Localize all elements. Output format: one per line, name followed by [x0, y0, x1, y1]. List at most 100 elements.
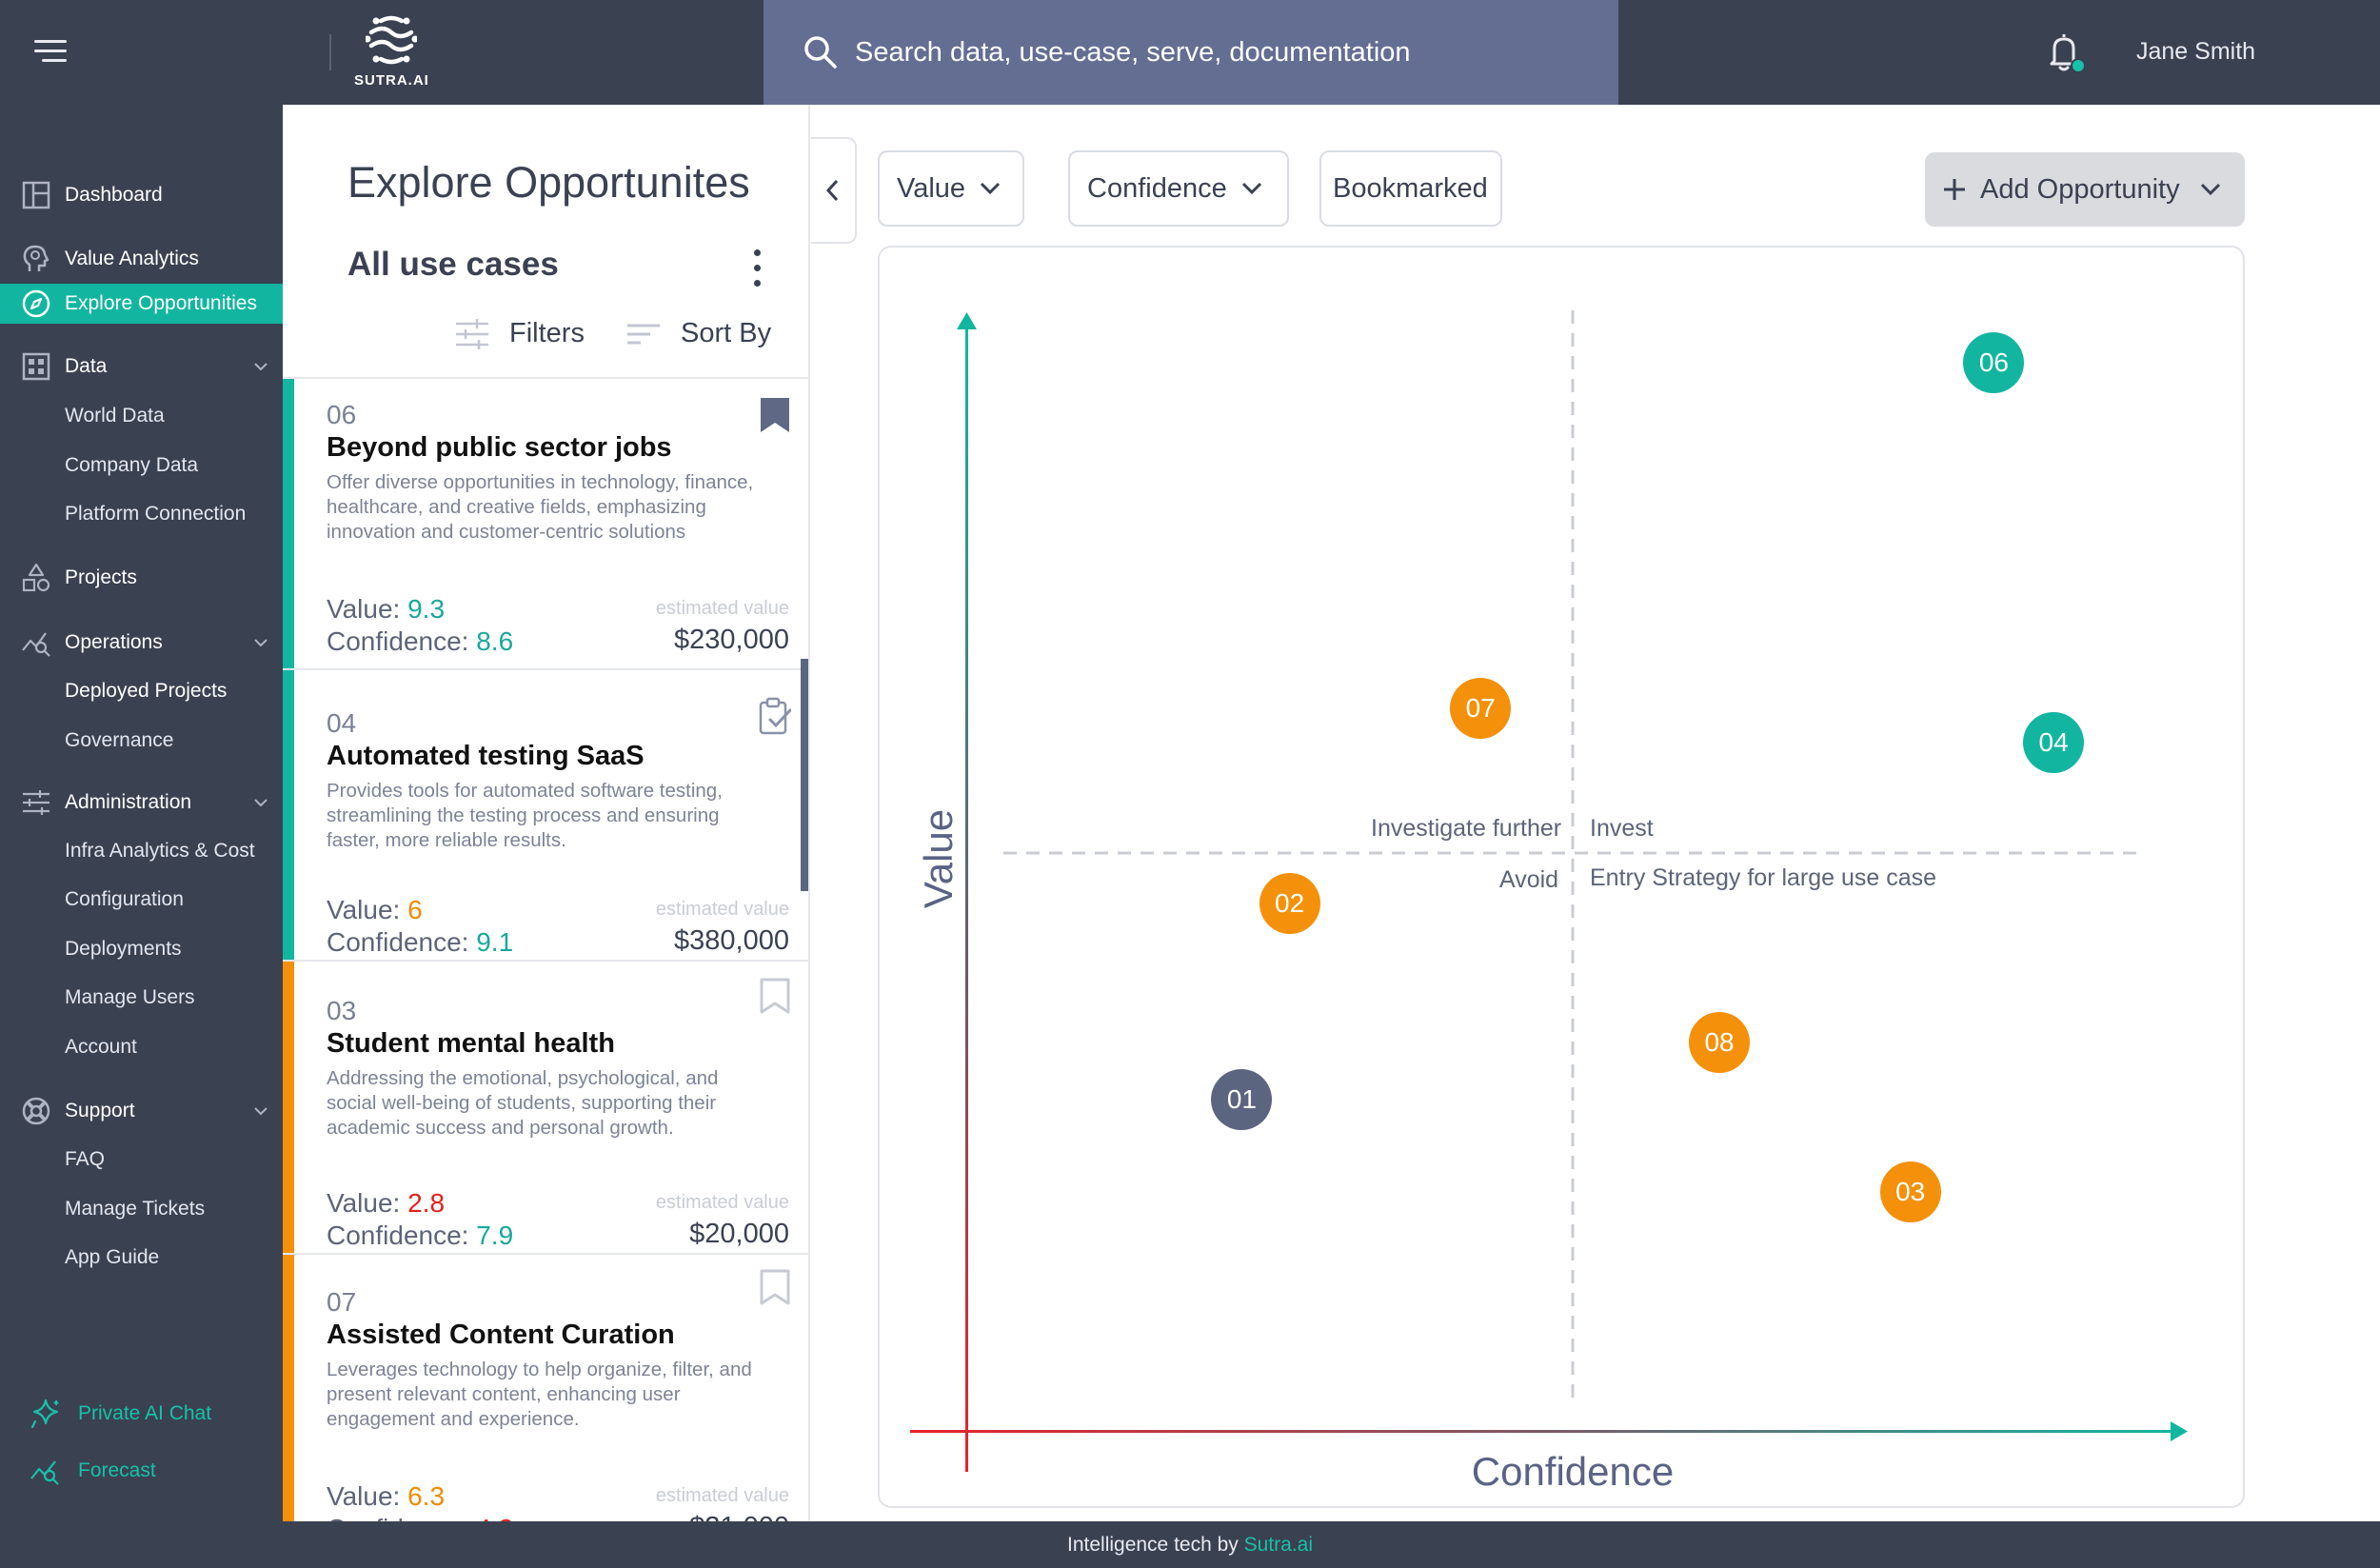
- collapse-panel-button[interactable]: [811, 137, 857, 244]
- estimated-value-label: estimated value: [655, 1485, 789, 1506]
- opportunity-card[interactable]: 04 Automated testing SaaS Provides tools…: [283, 670, 808, 962]
- value-dropdown[interactable]: Value: [878, 150, 1024, 227]
- private-ai-chat-label: Private AI Chat: [78, 1402, 212, 1424]
- sutra-logo[interactable]: SUTRA.AI: [354, 15, 428, 91]
- compass-icon: [22, 289, 50, 318]
- sidebar-subitem-deployments[interactable]: Deployments: [65, 938, 182, 960]
- forecast-link[interactable]: Forecast: [0, 1451, 283, 1491]
- sidebar-item-operations[interactable]: Operations: [0, 623, 283, 663]
- page-title: Explore Opportunites: [347, 158, 750, 207]
- card-number: 04: [327, 708, 357, 738]
- matrix-point-01[interactable]: 01: [1211, 1069, 1273, 1131]
- brand-name: SUTRA.AI: [354, 72, 429, 89]
- matrix-point-07[interactable]: 07: [1450, 677, 1512, 739]
- chevron-down-icon: [254, 1107, 268, 1116]
- y-axis-title: Value: [916, 808, 961, 909]
- add-opportunity-label: Add Opportunity: [1980, 173, 2180, 205]
- card-value: Value: 2.8: [327, 1188, 446, 1218]
- card-confidence: Confidence: 8.6: [327, 626, 514, 656]
- sidebar-subitem-app-guide[interactable]: App Guide: [65, 1246, 160, 1268]
- sidebar-item-label: Value Analytics: [65, 248, 199, 269]
- confidence-dropdown[interactable]: Confidence: [1068, 150, 1289, 227]
- x-axis-title: Confidence: [1471, 1449, 1675, 1494]
- matrix-point-03[interactable]: 03: [1879, 1161, 1941, 1222]
- chevron-down-icon: [254, 363, 268, 371]
- sidebar-subitem-governance[interactable]: Governance: [65, 729, 174, 751]
- add-opportunity-button[interactable]: Add Opportunity: [1925, 152, 2245, 227]
- sidebar-item-label: Data: [65, 355, 108, 377]
- bookmarked-label: Bookmarked: [1333, 172, 1488, 204]
- sidebar-subitem-platform-connection[interactable]: Platform Connection: [65, 503, 247, 525]
- sidebar-subitem-company-data[interactable]: Company Data: [65, 454, 199, 476]
- opportunity-card[interactable]: 03 Student mental health Addressing the …: [283, 962, 808, 1255]
- list-divider: [283, 377, 808, 379]
- chevron-down-icon: [2200, 183, 2220, 196]
- search-bar[interactable]: Search data, use-case, serve, documentat…: [764, 0, 1618, 105]
- bookmarked-filter-button[interactable]: Bookmarked: [1319, 150, 1502, 227]
- sidebar-item-dashboard[interactable]: Dashboard: [0, 175, 283, 215]
- matrix-point-04[interactable]: 04: [2023, 712, 2085, 773]
- search-input[interactable]: Search data, use-case, serve, documentat…: [855, 36, 1411, 68]
- plus-icon: [1944, 179, 1965, 200]
- card-status-stripe: [283, 962, 294, 1253]
- user-name[interactable]: Jane Smith: [2136, 38, 2256, 65]
- estimated-value-label: estimated value: [655, 899, 789, 920]
- chevron-down-icon: [1241, 182, 1261, 195]
- card-description: Offer diverse opportunities in technolog…: [327, 471, 754, 543]
- filter-sliders-icon: [456, 318, 488, 349]
- footer-brand-link[interactable]: Sutra.ai: [1243, 1534, 1313, 1556]
- matrix-point-08[interactable]: 08: [1689, 1011, 1751, 1073]
- estimated-value: $380,000: [674, 925, 789, 956]
- filters-button[interactable]: Filters: [456, 318, 585, 349]
- sort-by-button[interactable]: Sort By: [627, 318, 771, 349]
- card-value: Value: 9.3: [327, 594, 446, 624]
- forecast-icon: [30, 1460, 59, 1485]
- sidebar-subitem-world-data[interactable]: World Data: [65, 405, 165, 427]
- more-options-icon[interactable]: [751, 249, 763, 291]
- notification-bell-icon[interactable]: [2045, 30, 2087, 74]
- sidebar-item-projects[interactable]: Projects: [0, 558, 283, 598]
- sidebar-item-support[interactable]: Support: [0, 1091, 283, 1131]
- quadrant-label-entry-strategy: Entry Strategy for large use case: [1590, 864, 1937, 891]
- bookmark-outline-icon[interactable]: [759, 1268, 791, 1306]
- sidebar-item-administration[interactable]: Administration: [0, 783, 283, 823]
- sidebar-subitem-infra-analytics[interactable]: Infra Analytics & Cost: [65, 840, 255, 862]
- sidebar-subitem-configuration[interactable]: Configuration: [65, 888, 184, 910]
- bookmark-outline-icon[interactable]: [759, 977, 791, 1015]
- hamburger-menu-icon[interactable]: [34, 38, 72, 67]
- sidebar-subitem-manage-users[interactable]: Manage Users: [65, 986, 195, 1008]
- sidebar-item-explore-opportunities[interactable]: Explore Opportunities: [0, 284, 283, 324]
- card-title: Assisted Content Curation: [327, 1320, 675, 1350]
- estimated-value: $230,000: [674, 625, 789, 655]
- footer-text: Intelligence tech by: [1067, 1534, 1244, 1556]
- card-value: Value: 6.3: [327, 1481, 446, 1511]
- sidebar-subitem-faq[interactable]: FAQ: [65, 1148, 106, 1170]
- matrix-point-06[interactable]: 06: [1963, 331, 2025, 393]
- sidebar-subitem-account[interactable]: Account: [65, 1036, 137, 1058]
- value-dropdown-label: Value: [897, 172, 966, 204]
- card-status-stripe: [283, 670, 294, 960]
- matrix-point-02[interactable]: 02: [1259, 873, 1320, 935]
- search-icon: [804, 36, 837, 69]
- opportunity-card[interactable]: 07 Assisted Content Curation Leverages t…: [283, 1255, 808, 1521]
- sparkle-icon: [30, 1399, 59, 1429]
- forecast-label: Forecast: [78, 1459, 156, 1481]
- chevron-down-icon: [980, 182, 1001, 195]
- card-title: Automated testing SaaS: [327, 741, 645, 771]
- clipboard-check-icon[interactable]: [759, 697, 791, 735]
- sidebar-item-label: Explore Opportunities: [65, 292, 257, 314]
- opportunity-card[interactable]: 06 Beyond public sector jobs Offer diver…: [283, 379, 808, 670]
- opportunity-list-panel: Explore Opportunites All use cases Filte…: [283, 105, 810, 1521]
- card-status-stripe: [283, 1255, 294, 1521]
- bookmark-filled-icon[interactable]: [759, 396, 791, 434]
- sidebar-item-data[interactable]: Data: [0, 347, 283, 387]
- sidebar-subitem-deployed-projects[interactable]: Deployed Projects: [65, 680, 228, 702]
- sidebar-item-value-analytics[interactable]: Value Analytics: [0, 239, 283, 279]
- sort-by-label: Sort By: [681, 318, 772, 348]
- sidebar-subitem-manage-tickets[interactable]: Manage Tickets: [65, 1198, 206, 1220]
- top-bar: SUTRA.AI Search data, use-case, serve, d…: [0, 0, 2380, 105]
- filters-label: Filters: [509, 318, 585, 348]
- list-scrollbar[interactable]: [801, 659, 808, 891]
- private-ai-chat-link[interactable]: Private AI Chat: [0, 1394, 283, 1434]
- card-description: Addressing the emotional, psychological,…: [327, 1067, 719, 1139]
